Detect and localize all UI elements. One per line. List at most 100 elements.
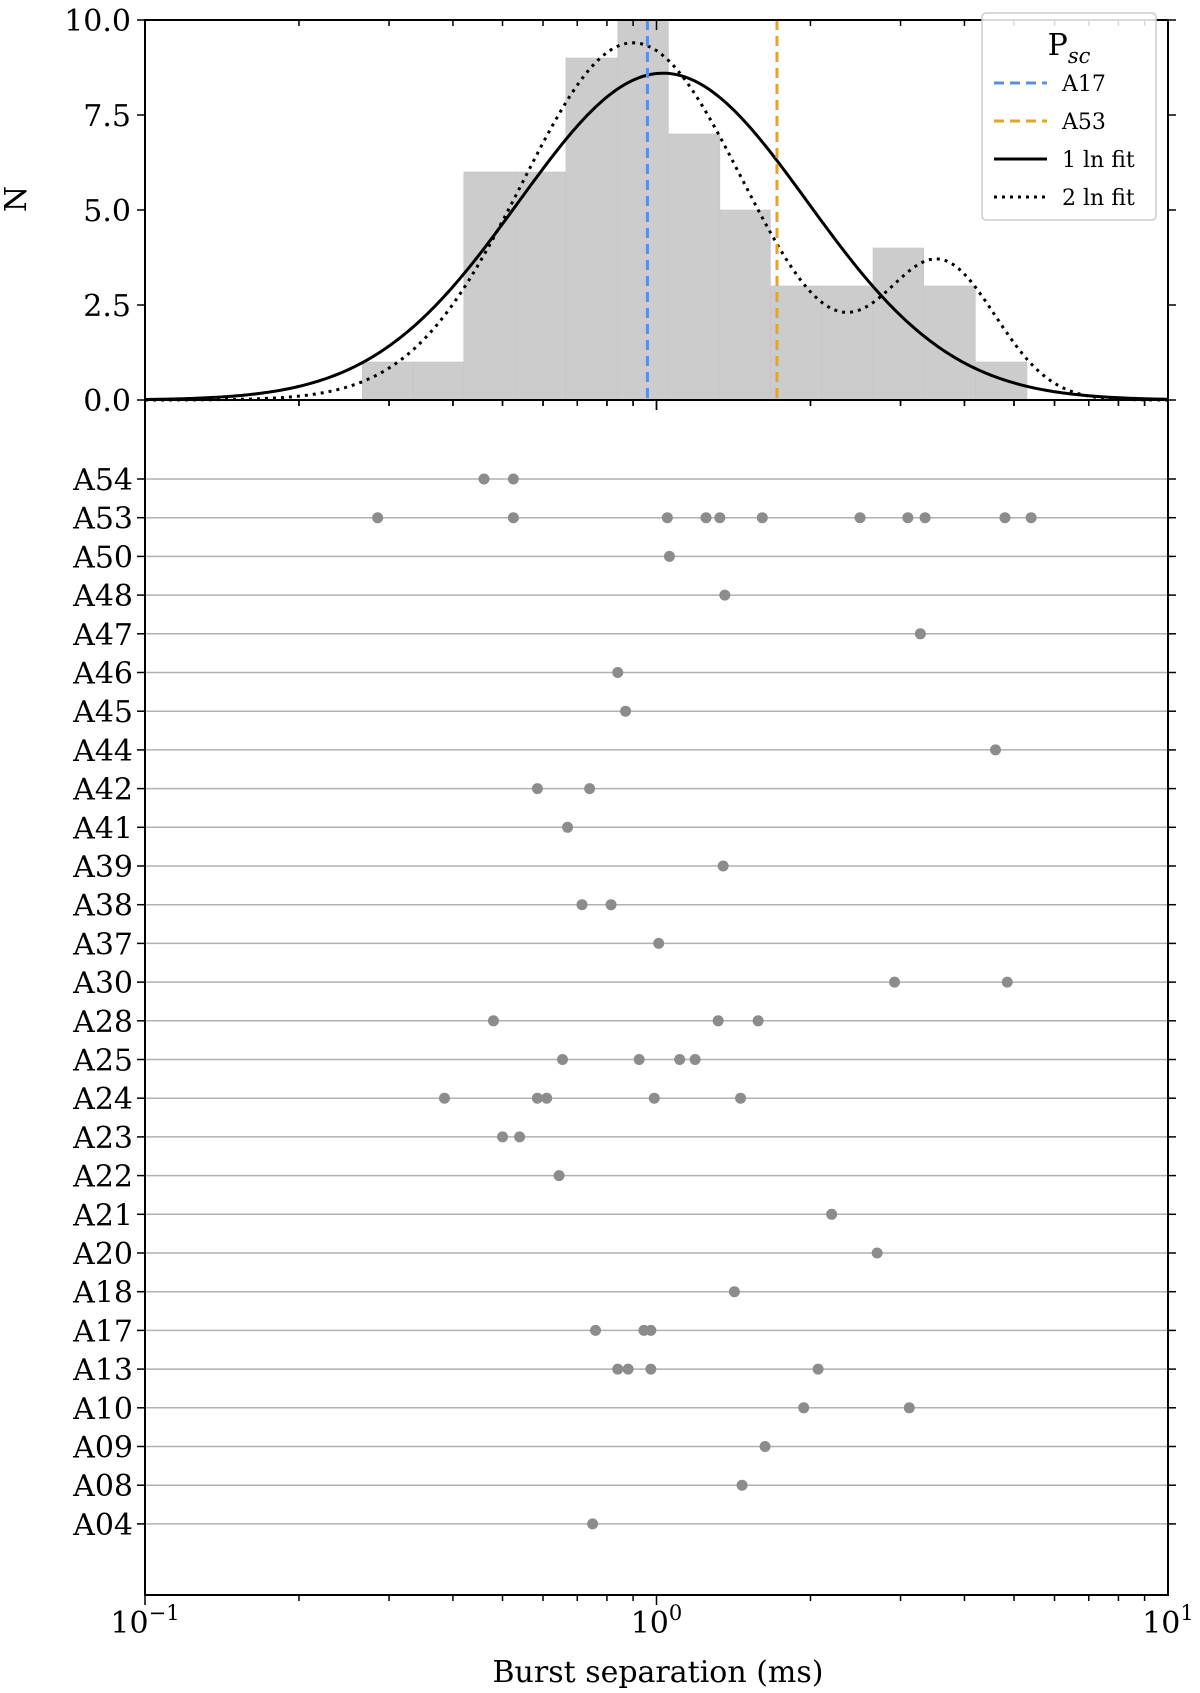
- burst-point: [756, 512, 768, 524]
- row-label: A48: [72, 579, 133, 614]
- row-label: A10: [72, 1392, 133, 1427]
- burst-point: [812, 1363, 824, 1375]
- legend-box: [981, 12, 1157, 221]
- x-tick-label: 101: [1142, 1601, 1194, 1641]
- x-tick-label: 100: [631, 1601, 683, 1641]
- burst-point: [620, 705, 632, 717]
- row-label: A22: [72, 1160, 133, 1195]
- row-label: A17: [72, 1314, 133, 1349]
- row-label: A50: [72, 540, 133, 575]
- burst-rows: [145, 473, 1168, 1530]
- row-label: A13: [72, 1353, 133, 1388]
- burst-point: [584, 783, 596, 795]
- burst-point: [487, 1015, 499, 1027]
- x-axis-label: Burst separation (ms): [493, 1655, 824, 1690]
- burst-point: [871, 1247, 883, 1259]
- row-label: A08: [72, 1469, 133, 1504]
- burst-point: [507, 512, 519, 524]
- burst-point: [372, 512, 384, 524]
- burst-point: [648, 1092, 660, 1104]
- burst-point: [587, 1518, 599, 1530]
- histogram-bar: [515, 171, 567, 401]
- row-label: A30: [72, 966, 133, 1001]
- row-label: A21: [72, 1198, 133, 1233]
- histogram-bar: [413, 361, 465, 401]
- burst-point: [605, 899, 617, 911]
- histogram-bar: [463, 171, 516, 401]
- histogram-bar: [668, 133, 721, 401]
- histogram-bar: [821, 285, 874, 401]
- row-label: A46: [72, 657, 133, 692]
- burst-point: [553, 1170, 565, 1182]
- burst-point: [612, 1363, 624, 1375]
- burst-point: [590, 1324, 602, 1336]
- burst-point: [717, 860, 729, 872]
- row-label: A37: [72, 927, 133, 962]
- burst-point: [728, 1286, 740, 1298]
- burst-point: [736, 1479, 748, 1491]
- fit-curve-2ln: [144, 41, 1169, 402]
- legend-title: Psc: [1048, 28, 1091, 68]
- burst-point: [999, 512, 1011, 524]
- row-label: A23: [72, 1121, 133, 1156]
- row-label: A28: [72, 1005, 133, 1040]
- burst-point: [531, 1092, 543, 1104]
- burst-point: [541, 1092, 553, 1104]
- burst-point: [712, 1015, 724, 1027]
- histogram-bar: [974, 361, 1028, 401]
- burst-point: [478, 473, 490, 485]
- burst-point: [514, 1131, 526, 1143]
- burst-point: [719, 589, 731, 601]
- burst-point: [689, 1054, 701, 1065]
- burst-point: [562, 821, 574, 833]
- histogram-bar: [719, 209, 771, 401]
- burst-point: [663, 550, 675, 562]
- burst-point: [889, 976, 901, 988]
- y-tick-label: 5.0: [83, 194, 131, 229]
- burst-point: [612, 667, 624, 678]
- legend-label: 2 ln fit: [1062, 186, 1135, 211]
- burst-point: [531, 783, 543, 795]
- row-label: A04: [72, 1508, 133, 1543]
- burst-point: [497, 1131, 509, 1143]
- burst-point: [507, 473, 519, 485]
- burst-point: [826, 1208, 838, 1220]
- fit-curves: [144, 41, 1169, 402]
- row-label: A39: [72, 850, 133, 885]
- burst-point: [645, 1324, 657, 1336]
- burst-point: [700, 512, 712, 524]
- burst-point: [990, 744, 1002, 756]
- burst-point: [653, 937, 665, 949]
- row-label: A54: [72, 463, 133, 498]
- y-tick-label: 7.5: [83, 99, 131, 134]
- burst-point: [903, 1402, 915, 1414]
- burst-point: [902, 512, 914, 524]
- burst-point: [752, 1015, 764, 1027]
- burst-point: [674, 1054, 686, 1065]
- burst-point: [645, 1363, 657, 1375]
- burst-point: [557, 1054, 569, 1065]
- burst-point: [438, 1092, 450, 1104]
- histogram-bar: [770, 285, 822, 401]
- legend-label: 1 ln fit: [1062, 148, 1135, 173]
- burst-point: [576, 899, 588, 911]
- row-label: A53: [72, 502, 133, 537]
- burst-point: [633, 1054, 645, 1065]
- row-label: A20: [72, 1237, 133, 1272]
- burst-point: [854, 512, 866, 524]
- burst-point: [798, 1402, 810, 1414]
- tick-labels: A54A53A50A48A47A46A45A44A42A41A39A38A37A…: [64, 4, 1194, 1641]
- y-tick-label: 10.0: [64, 4, 131, 39]
- row-label: A18: [72, 1276, 133, 1311]
- burst-point: [1001, 976, 1013, 988]
- row-label: A09: [72, 1431, 133, 1466]
- row-label: A38: [72, 889, 133, 924]
- x-tick-label: 10−1: [110, 1601, 179, 1641]
- y-axis-label: N: [0, 186, 34, 212]
- row-label: A41: [72, 811, 133, 846]
- row-label: A25: [72, 1044, 133, 1079]
- legend: Psc A17 A53 1 ln fit 2 ln fit: [981, 12, 1157, 221]
- row-label: A24: [72, 1082, 133, 1117]
- legend-label: A53: [1061, 110, 1106, 135]
